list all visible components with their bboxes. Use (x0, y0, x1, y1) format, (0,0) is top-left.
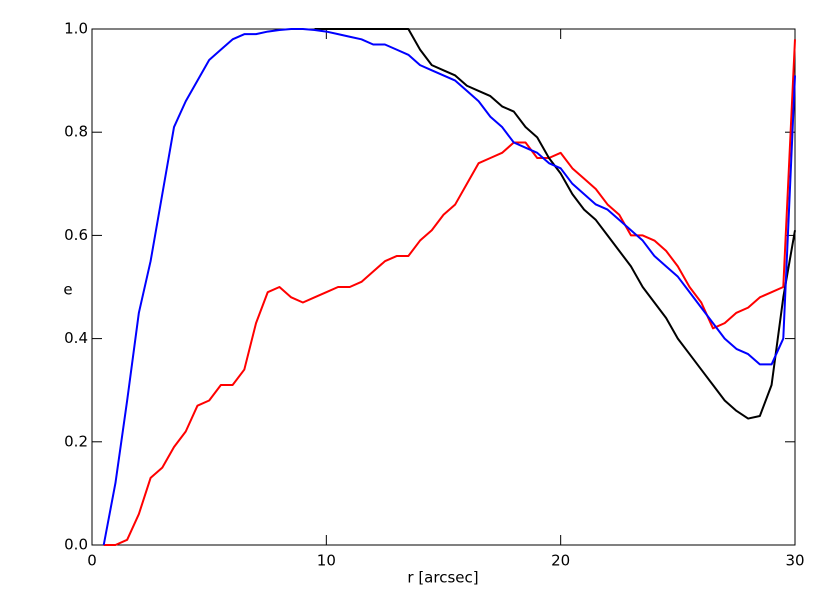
y-tick-label: 1.0 (64, 20, 88, 38)
y-tick-label: 0.4 (64, 329, 88, 347)
data-line (103, 39, 796, 546)
y-tick-label: 0.2 (64, 432, 88, 450)
data-line (102, 28, 796, 546)
data-line (314, 28, 796, 420)
x-tick-label: 10 (317, 552, 336, 570)
y-tick-label: 0.0 (64, 536, 88, 554)
x-tick-label: 0 (87, 552, 97, 570)
y-tick-label: 0.6 (64, 226, 88, 244)
x-tick-label: 20 (551, 552, 570, 570)
y-axis-label: e (63, 281, 72, 299)
plot-frame (91, 28, 796, 546)
x-axis-label: r [arcsec] (407, 569, 478, 587)
y-tick-label: 0.8 (64, 123, 88, 141)
x-tick-label: 30 (785, 552, 804, 570)
